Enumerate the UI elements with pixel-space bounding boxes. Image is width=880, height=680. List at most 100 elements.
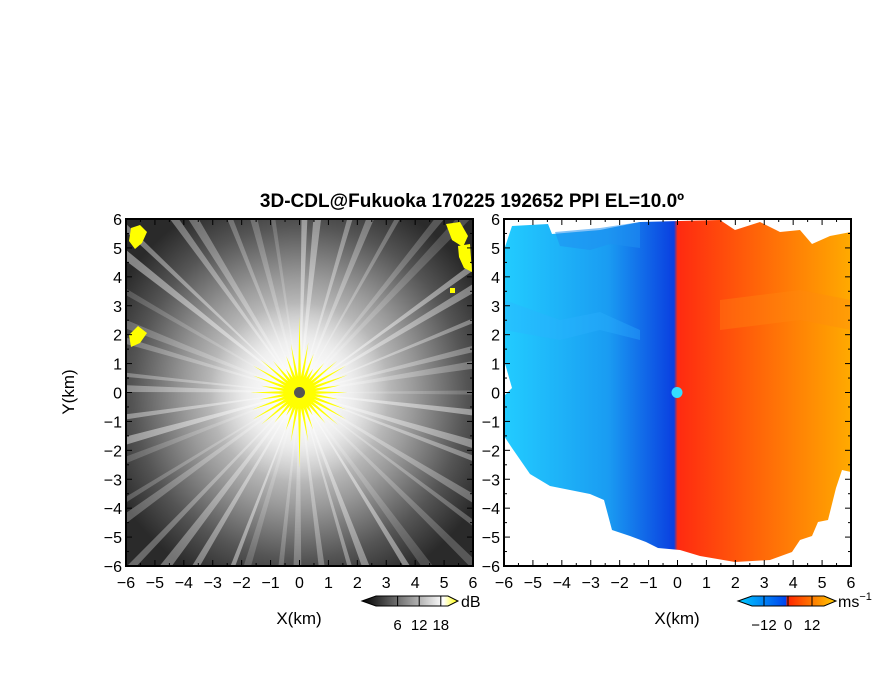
echo-right [458, 244, 472, 272]
refl-y-tick-label: 4 [113, 270, 122, 287]
refl-y-tick-label: 3 [113, 299, 122, 316]
reflectivity-corner-echoes [129, 222, 472, 347]
refl-y-tick-label: 5 [113, 241, 122, 258]
reflectivity-ray [126, 392, 300, 503]
vel-y-tick-label: 5 [491, 241, 500, 258]
refl-y-tick-label: −6 [104, 559, 122, 576]
reflectivity-ray [299, 262, 473, 393]
velocity-texture-1 [555, 222, 640, 250]
reflectivity-ray [299, 219, 375, 393]
refl-y-tick-label: −3 [104, 472, 122, 489]
vel-x-tick-label: −6 [495, 575, 513, 592]
vel-y-tick-label: −2 [482, 443, 500, 460]
reflectivity-ray [271, 219, 300, 393]
reflectivity-ray [192, 392, 300, 566]
refl-x-tick-label: 0 [295, 575, 304, 592]
reflectivity-ray [299, 219, 401, 393]
refl-x-tick-label: 4 [411, 575, 420, 592]
reflectivity-ray [250, 219, 300, 393]
refl-y-tick-label: −2 [104, 443, 122, 460]
refl-y-tick-label: 6 [113, 212, 122, 229]
vel-x-tick-label: 2 [731, 575, 740, 592]
refl-y-tick-label: −1 [104, 414, 122, 431]
echo-top-right [446, 222, 468, 247]
reflectivity-ray [299, 392, 473, 449]
echo-top-left [129, 225, 147, 249]
velocity-colorbar-bar [736, 595, 838, 607]
refl-x-tick-label: 2 [353, 575, 362, 592]
velocity-unit-base: ms [838, 594, 859, 611]
reflectivity-image [126, 219, 473, 566]
reflectivity-colorbar: 6 12 18 dB [360, 594, 481, 634]
reflectivity-ray [126, 319, 300, 393]
echo-left [129, 326, 147, 347]
vel-x-tick-label: −1 [639, 575, 657, 592]
refl-y-tick-label: 1 [113, 357, 122, 374]
reflectivity-colorbar-bar [360, 595, 460, 607]
velocity-site-marker [671, 387, 683, 398]
vel-x-tick-label: −2 [611, 575, 629, 592]
refl-x-tick-label: 5 [440, 575, 449, 592]
reflectivity-ray [243, 392, 300, 566]
refl-x-tick-label: −4 [175, 575, 193, 592]
velocity-x-axis-label: X(km) [654, 609, 699, 628]
colorbar-tick-label: 12 [804, 617, 821, 634]
reflectivity-ray [299, 392, 473, 416]
vel-y-tick-label: −3 [482, 472, 500, 489]
vel-x-tick-label: −5 [524, 575, 542, 592]
refl-y-tick-label: 0 [113, 386, 122, 403]
reflectivity-colorbar-unit: dB [461, 594, 481, 611]
vel-y-tick-label: −4 [482, 501, 500, 518]
reflectivity-ray [299, 392, 433, 566]
vel-x-tick-label: 3 [760, 575, 769, 592]
reflectivity-y-axis-label: Y(km) [59, 369, 78, 414]
chart-title: 3D-CDL@Fukuoka 170225 192652 PPI EL=10.0… [260, 191, 684, 212]
radar-site-marker [294, 387, 305, 398]
refl-y-tick-label: −5 [104, 530, 122, 547]
echo-right-small [450, 288, 455, 293]
vel-y-tick-label: −5 [482, 530, 500, 547]
velocity-axes: −6 −5 −4 −3 −2 −1 0 1 2 3 4 5 6 6 5 4 3 2 1 0 −1 −2 −3 −4 −5 −6 [482, 212, 856, 592]
reflectivity-colorbar-ticks: 6 12 18 [393, 596, 449, 634]
colorbar-tick-label: 0 [784, 617, 792, 634]
velocity-colorbar: −12 0 12 ms−1 [736, 591, 872, 634]
reflectivity-panel: −6 −5 −4 −3 −2 −1 0 1 2 3 4 5 6 6 5 4 3 2 1 0 −1 −2 −3 −4 −5 −6 X… [59, 212, 478, 628]
vel-y-tick-label: −6 [482, 559, 500, 576]
velocity-unit-exponent: −1 [859, 591, 872, 603]
reflectivity-axes: −6 −5 −4 −3 −2 −1 0 1 2 3 4 5 6 6 5 4 3 2 1 0 −1 −2 −3 −4 −5 −6 [104, 212, 478, 592]
reflectivity-x-axis-label: X(km) [276, 609, 321, 628]
vel-y-tick-label: −1 [482, 414, 500, 431]
refl-y-tick-label: 2 [113, 328, 122, 345]
vel-x-tick-label: 0 [673, 575, 682, 592]
vel-y-tick-label: 3 [491, 299, 500, 316]
vel-x-tick-label: 6 [847, 575, 856, 592]
velocity-panel: −6 −5 −4 −3 −2 −1 0 1 2 3 4 5 6 6 5 4 3 2 1 0 −1 −2 −3 −4 −5 −6 X… [482, 212, 856, 628]
velocity-texture-2 [504, 300, 640, 340]
vel-y-tick-label: 4 [491, 270, 500, 287]
refl-x-tick-label: 1 [324, 575, 333, 592]
colorbar-tick-label: 6 [393, 617, 401, 634]
reflectivity-ray [126, 337, 300, 393]
colorbar-tick-label: 12 [411, 617, 428, 634]
vel-x-tick-label: −3 [582, 575, 600, 592]
refl-x-tick-label: −2 [233, 575, 251, 592]
reflectivity-ray [299, 360, 473, 393]
vel-x-tick-label: 5 [818, 575, 827, 592]
refl-x-tick-label: −1 [261, 575, 279, 592]
velocity-colorbar-unit: ms−1 [838, 591, 872, 611]
refl-x-tick-label: −6 [117, 575, 135, 592]
velocity-image [504, 220, 851, 562]
colorbar-tick-label: −12 [751, 617, 776, 634]
vel-x-tick-label: 1 [702, 575, 711, 592]
refl-y-tick-label: −4 [104, 501, 122, 518]
refl-x-tick-label: −5 [146, 575, 164, 592]
refl-x-tick-label: 6 [469, 575, 478, 592]
velocity-colorbar-ticks: −12 0 12 [751, 596, 820, 634]
reflectivity-ray [299, 392, 370, 566]
vel-x-tick-label: −4 [553, 575, 571, 592]
colorbar-tick-label: 18 [432, 617, 449, 634]
vel-y-tick-label: 0 [491, 386, 500, 403]
velocity-texture-3 [720, 290, 851, 330]
